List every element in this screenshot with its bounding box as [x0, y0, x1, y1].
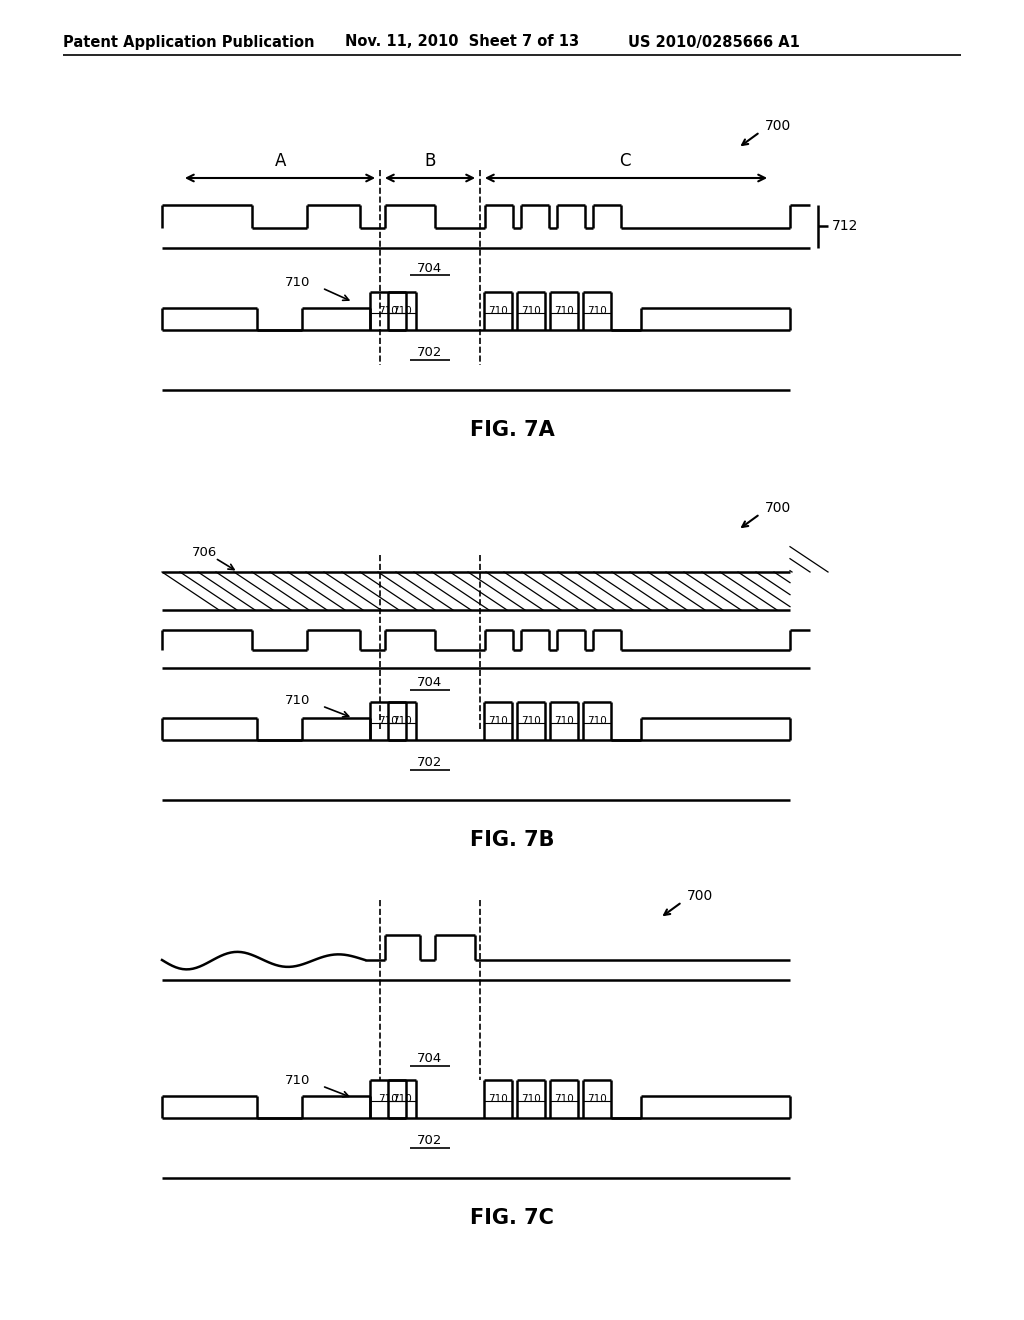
Text: 710: 710: [488, 715, 508, 726]
Text: 710: 710: [378, 715, 398, 726]
Text: 704: 704: [418, 261, 442, 275]
Text: 710: 710: [285, 1073, 310, 1086]
Text: 704: 704: [418, 1052, 442, 1064]
Text: 704: 704: [418, 676, 442, 689]
Text: Patent Application Publication: Patent Application Publication: [63, 34, 314, 49]
Text: 702: 702: [418, 755, 442, 768]
Text: 702: 702: [418, 1134, 442, 1147]
Text: US 2010/0285666 A1: US 2010/0285666 A1: [628, 34, 800, 49]
Text: 700: 700: [765, 502, 792, 515]
Text: 710: 710: [521, 715, 541, 726]
Text: 710: 710: [587, 1094, 607, 1104]
Text: 710: 710: [521, 306, 541, 315]
Text: Nov. 11, 2010  Sheet 7 of 13: Nov. 11, 2010 Sheet 7 of 13: [345, 34, 580, 49]
Text: 710: 710: [554, 715, 573, 726]
Text: 712: 712: [831, 219, 858, 234]
Text: 710: 710: [554, 1094, 573, 1104]
Text: 706: 706: [193, 545, 217, 558]
Text: B: B: [424, 152, 435, 170]
Text: 710: 710: [392, 1094, 412, 1104]
Text: 710: 710: [285, 693, 310, 706]
Text: FIG. 7C: FIG. 7C: [470, 1208, 554, 1228]
Text: 710: 710: [587, 306, 607, 315]
Text: FIG. 7A: FIG. 7A: [470, 420, 554, 440]
Text: C: C: [620, 152, 631, 170]
Text: A: A: [275, 152, 287, 170]
Text: 710: 710: [378, 306, 398, 315]
Text: 710: 710: [392, 306, 412, 315]
Text: 710: 710: [488, 1094, 508, 1104]
Text: 710: 710: [587, 715, 607, 726]
Text: 710: 710: [285, 276, 310, 289]
Text: 710: 710: [521, 1094, 541, 1104]
Text: 702: 702: [418, 346, 442, 359]
Text: 710: 710: [488, 306, 508, 315]
Text: 710: 710: [392, 715, 412, 726]
Text: 710: 710: [554, 306, 573, 315]
Text: 700: 700: [765, 119, 792, 133]
Text: FIG. 7B: FIG. 7B: [470, 830, 554, 850]
Text: 700: 700: [687, 888, 714, 903]
Text: 710: 710: [378, 1094, 398, 1104]
